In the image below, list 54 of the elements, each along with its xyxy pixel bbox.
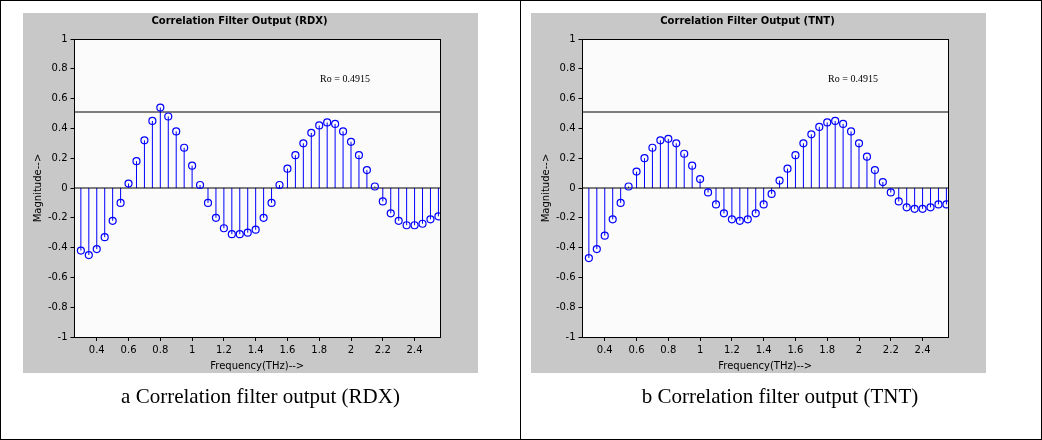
x-tick-label: 2.4 [914, 343, 931, 355]
y-tick-label: 0.6 [51, 92, 68, 104]
y-tick-label: -0.4 [556, 241, 576, 253]
y-tick-label: -1 [565, 330, 576, 342]
y-tick-label: 0 [61, 181, 68, 193]
x-tick-label: 0.8 [152, 343, 169, 355]
y-tick-label: -0.8 [48, 300, 68, 312]
y-tick-label: 0.8 [559, 62, 576, 74]
x-tick-label: 2 [347, 343, 355, 355]
x-tick-label: 1.2 [215, 343, 232, 355]
y-tick-label: 1 [61, 32, 68, 44]
chart-title: Correlation Filter Output (RDX) [151, 14, 328, 26]
y-tick-label: 1 [569, 32, 576, 44]
y-tick-label: -0.8 [556, 300, 576, 312]
x-tick-label: 1 [696, 343, 704, 355]
y-tick-label: -0.2 [48, 211, 68, 223]
x-tick-label: 1.6 [787, 343, 804, 355]
annotation: Ro = 0.4915 [320, 72, 370, 84]
y-tick-label: 0 [569, 181, 576, 193]
annotation: Ro = 0.4915 [828, 72, 878, 84]
y-axis-title: Magnitude--> [31, 153, 43, 223]
x-tick-label: 2.2 [374, 343, 391, 355]
y-tick-label: 0.8 [51, 62, 68, 74]
x-tick-label: 1.8 [311, 343, 328, 355]
y-tick-label: 0.4 [559, 121, 576, 133]
x-tick-label: 0.4 [88, 343, 105, 355]
x-tick-label: 1.2 [723, 343, 740, 355]
y-tick-label: -0.2 [556, 211, 576, 223]
x-tick-label: 2 [855, 343, 863, 355]
x-tick-label: 0.6 [628, 343, 645, 355]
y-tick-label: -1 [57, 330, 68, 342]
y-tick-label: -0.4 [48, 241, 68, 253]
y-tick-label: -0.6 [48, 270, 68, 282]
x-tick-label: 0.6 [120, 343, 137, 355]
x-tick-label: 2.4 [406, 343, 423, 355]
y-tick-label: 0.4 [51, 121, 68, 133]
y-tick-label: -0.6 [556, 270, 576, 282]
x-tick-label: 1 [188, 343, 196, 355]
y-tick-label: 0.6 [559, 92, 576, 104]
x-tick-label: 1.4 [247, 343, 264, 355]
y-tick-label: 0.2 [51, 151, 68, 163]
x-tick-label: 1.4 [755, 343, 772, 355]
x-tick-label: 0.4 [596, 343, 613, 355]
x-axis-title: Frequency(THz)--> [210, 359, 305, 371]
chart-title: Correlation Filter Output (TNT) [660, 14, 835, 26]
text: b Correlation filter output (TNT) [640, 384, 920, 409]
y-tick-label: 0.2 [559, 151, 576, 163]
x-tick-label: 1.6 [279, 343, 296, 355]
x-axis-title: Frequency(THz)--> [718, 359, 813, 371]
text: a Correlation filter output (RDX) [120, 384, 401, 409]
x-tick-label: 2.2 [882, 343, 899, 355]
x-tick-label: 1.8 [819, 343, 836, 355]
x-tick-label: 0.8 [660, 343, 677, 355]
y-axis-title: Magnitude--> [539, 153, 551, 223]
